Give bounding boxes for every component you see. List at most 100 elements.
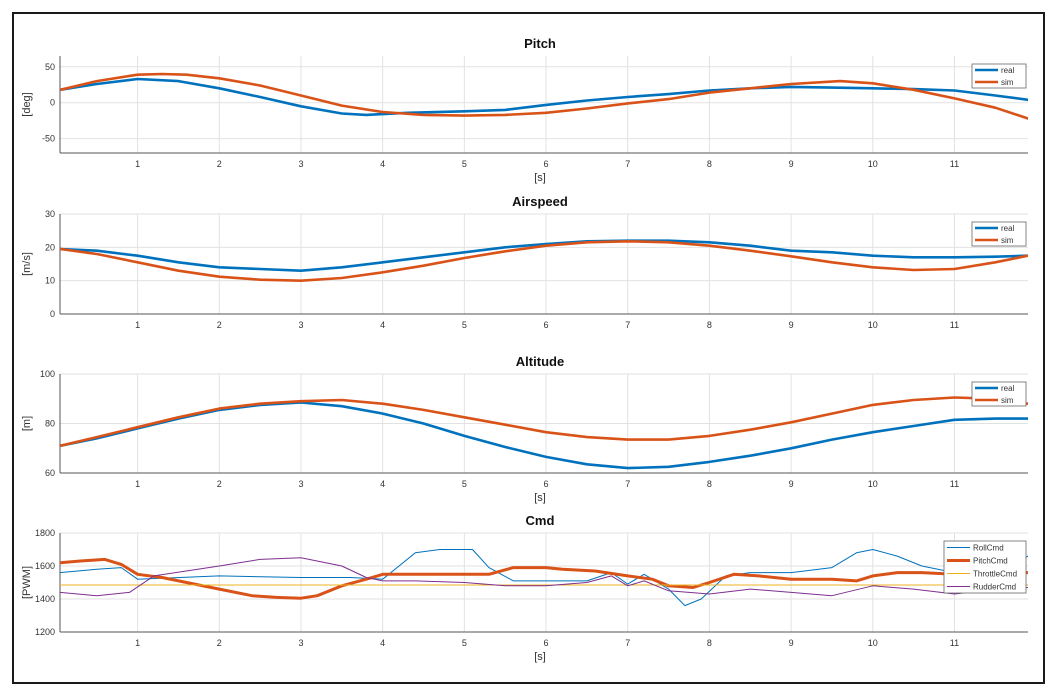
x-tick-label: 1 <box>135 638 140 648</box>
y-tick-label: 1600 <box>35 561 55 571</box>
legend-box <box>971 63 1027 89</box>
y-tick-label: 30 <box>45 209 55 219</box>
x-tick-label: 8 <box>707 479 712 489</box>
x-tick-label: 9 <box>789 638 794 648</box>
legend-label: real <box>1001 66 1015 75</box>
series-line-real <box>60 77 1028 117</box>
x-tick-label: 8 <box>707 320 712 330</box>
x-tick-label: 6 <box>544 479 549 489</box>
x-tick-label: 1 <box>135 320 140 330</box>
x-tick-label: 11 <box>950 320 959 330</box>
chart-title: Altitude <box>516 354 564 369</box>
plot-area <box>60 214 1028 314</box>
x-tick-label: 2 <box>217 479 222 489</box>
legend-label: sim <box>1001 78 1014 87</box>
figure-frame: 1 2 3 4 5 6 7 8 9 10 11 50 0 -50 Pitch [s] [deg] real sim 1… <box>12 12 1045 684</box>
x-tick-label: 4 <box>380 638 385 648</box>
x-tick-label: 7 <box>625 479 630 489</box>
x-tick-label: 1 <box>135 159 140 169</box>
y-tick-label: 1800 <box>35 528 55 538</box>
legend-box <box>943 540 1027 594</box>
x-tick-label: 3 <box>298 320 303 330</box>
x-tick-label: 10 <box>868 159 878 169</box>
chart-panel-cmd: 1 2 3 4 5 6 7 8 9 10 11 1800 1600 1400 1200 Cmd [s] [PWM]… <box>21 513 1028 663</box>
chart-title: Cmd <box>526 513 555 528</box>
legend: real sim <box>971 381 1027 407</box>
y-tick-label: 0 <box>50 309 55 319</box>
x-tick-label: 9 <box>789 479 794 489</box>
legend-label: ThrottleCmd <box>973 570 1017 579</box>
x-tick-label: 2 <box>217 320 222 330</box>
x-axis-label: [s] <box>534 172 546 184</box>
x-tick-label: 10 <box>868 638 878 648</box>
series-line-pitchcmd <box>60 557 1028 600</box>
x-tick-label: 8 <box>707 638 712 648</box>
x-tick-label: 5 <box>462 479 467 489</box>
y-tick-label: 10 <box>45 276 55 286</box>
x-tick-label: 7 <box>625 320 630 330</box>
x-axis-label: [s] <box>534 492 546 504</box>
legend-label: sim <box>1001 396 1014 405</box>
x-tick-label: 4 <box>380 159 385 169</box>
x-tick-label: 4 <box>380 320 385 330</box>
x-tick-label: 5 <box>462 638 467 648</box>
x-tick-label: 6 <box>544 159 549 169</box>
legend: real sim <box>971 221 1027 247</box>
x-tick-label: 4 <box>380 479 385 489</box>
y-tick-label: 80 <box>45 419 55 429</box>
y-axis-label: [deg] <box>21 92 33 116</box>
series-line-real <box>60 239 1028 273</box>
x-tick-label: 9 <box>789 320 794 330</box>
x-axis-label: [s] <box>534 651 546 663</box>
series-line-sim <box>60 396 1028 448</box>
legend-label: real <box>1001 384 1015 393</box>
y-axis-label: [PWM] <box>21 566 33 599</box>
y-tick-label: -50 <box>42 134 55 144</box>
x-tick-label: 3 <box>298 638 303 648</box>
legend-label: RollCmd <box>973 544 1004 553</box>
y-tick-label: 60 <box>45 468 55 478</box>
legend-label: real <box>1001 224 1015 233</box>
y-tick-label: 0 <box>50 98 55 108</box>
x-tick-label: 3 <box>298 159 303 169</box>
legend: RollCmd PitchCmd ThrottleCmd RudderCmd <box>943 540 1027 594</box>
chart-panel-airspeed: 1 2 3 4 5 6 7 8 9 10 11 30 20 10 0 Airspeed [m/s] real sim <box>21 194 1028 330</box>
legend-label: RudderCmd <box>973 583 1016 592</box>
series-line-sim <box>60 240 1028 283</box>
legend-box <box>971 221 1027 247</box>
chart-panel-pitch: 1 2 3 4 5 6 7 8 9 10 11 50 0 -50 Pitch [s] [deg] real sim <box>21 36 1028 184</box>
chart-title: Pitch <box>524 36 556 51</box>
y-axis-label: [m] <box>21 416 33 431</box>
x-tick-label: 10 <box>868 320 878 330</box>
plot-area <box>60 533 1028 632</box>
y-tick-label: 50 <box>45 62 55 72</box>
legend: real sim <box>971 63 1027 89</box>
x-tick-label: 11 <box>950 159 959 169</box>
legend-label: PitchCmd <box>973 557 1008 566</box>
series-line-ruddercmd <box>60 557 1028 597</box>
x-tick-label: 2 <box>217 159 222 169</box>
legend-box <box>971 381 1027 407</box>
x-tick-label: 5 <box>462 159 467 169</box>
y-tick-label: 100 <box>40 369 55 379</box>
y-tick-label: 20 <box>45 242 55 252</box>
x-tick-label: 3 <box>298 479 303 489</box>
y-tick-label: 1400 <box>35 594 55 604</box>
series-line-sim <box>60 72 1028 120</box>
x-tick-label: 7 <box>625 159 630 169</box>
figure: 1 2 3 4 5 6 7 8 9 10 11500-50Pitch[s][deg]realsim1… <box>21 36 1028 663</box>
x-tick-label: 10 <box>868 479 878 489</box>
x-tick-label: 2 <box>217 638 222 648</box>
x-tick-label: 11 <box>950 479 959 489</box>
y-tick-label: 1200 <box>35 627 55 637</box>
x-tick-label: 5 <box>462 320 467 330</box>
chart-panel-altitude: 1 2 3 4 5 6 7 8 9 10 11 100 80 60 Altitude [s] [m] real si… <box>21 354 1028 504</box>
x-tick-label: 8 <box>707 159 712 169</box>
x-tick-label: 6 <box>544 320 549 330</box>
chart-title: Airspeed <box>512 194 568 209</box>
x-tick-label: 11 <box>950 638 959 648</box>
x-tick-label: 6 <box>544 638 549 648</box>
x-tick-label: 7 <box>625 638 630 648</box>
x-tick-label: 1 <box>135 479 140 489</box>
y-axis-label: [m/s] <box>21 252 33 276</box>
